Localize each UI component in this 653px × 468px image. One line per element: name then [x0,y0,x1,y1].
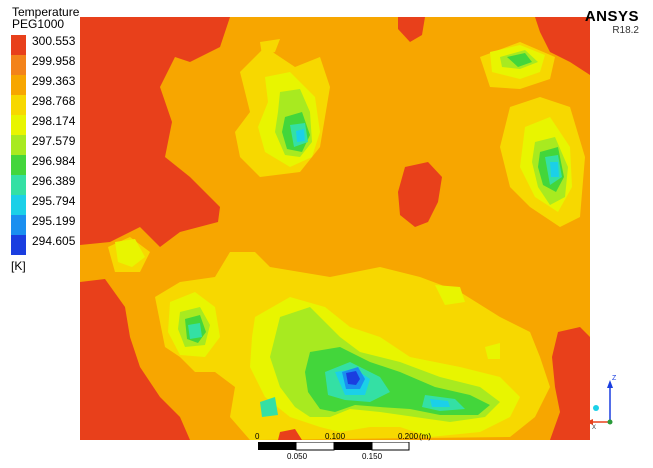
legend-swatch [11,155,26,175]
legend-tick: 298.174 [32,114,76,128]
legend-swatch [11,135,26,155]
scale-label: 0.100 [325,432,346,441]
legend-tick: 294.605 [32,234,76,248]
contour-plot [80,17,590,440]
legend-unit: [K] [11,259,26,273]
x-axis-label: X [592,425,596,430]
origin-icon [607,419,613,425]
legend-subtitle: PEG1000 [12,17,65,31]
brand-name: ANSYS [584,8,639,25]
scale-bar: 0 0.100 0.200 (m) 0.050 0.150 [255,432,431,462]
z-arrow-icon [607,380,613,388]
brand-version: R18.2 [612,25,639,36]
legend-swatch [11,235,26,255]
legend-swatch [11,195,26,215]
legend-title: Temperature [12,5,80,19]
legend-swatch [11,55,26,75]
legend-swatch [11,115,26,135]
legend-swatch [11,175,26,195]
scale-label: 0.050 [287,452,308,461]
x-arrow-icon [586,419,593,425]
scale-label: 0.200 [398,432,419,441]
brand-logo: ANSYS R18.2 [585,8,639,36]
legend-tick: 299.363 [32,74,76,88]
color-legend: Temperature PEG1000 300.553 299.958 299.… [0,0,82,280]
hot-regions [80,17,590,440]
legend-tick: 296.984 [32,154,76,168]
legend-swatch [11,75,26,95]
legend-tick: 296.389 [32,174,76,188]
scale-bar-graphic [258,442,410,451]
legend-tick: 300.553 [32,34,76,48]
legend-tick: 295.199 [32,214,76,228]
coldest-region [342,367,365,389]
scale-label: 0.150 [362,452,383,461]
scale-unit: (m) [419,432,431,441]
legend-tick: 297.579 [32,134,76,148]
legend-tick: 298.768 [32,94,76,108]
legend-swatch [11,95,26,115]
y-axis-icon [593,405,599,411]
axis-triad: Z X [586,375,617,430]
z-axis-label: Z [612,375,617,382]
legend-swatch [11,215,26,235]
legend-tick: 295.794 [32,194,76,208]
scale-label: 0 [255,432,260,441]
hot-spots-bottom [278,429,302,440]
legend-tick: 299.958 [32,54,76,68]
legend-swatch [11,35,26,55]
